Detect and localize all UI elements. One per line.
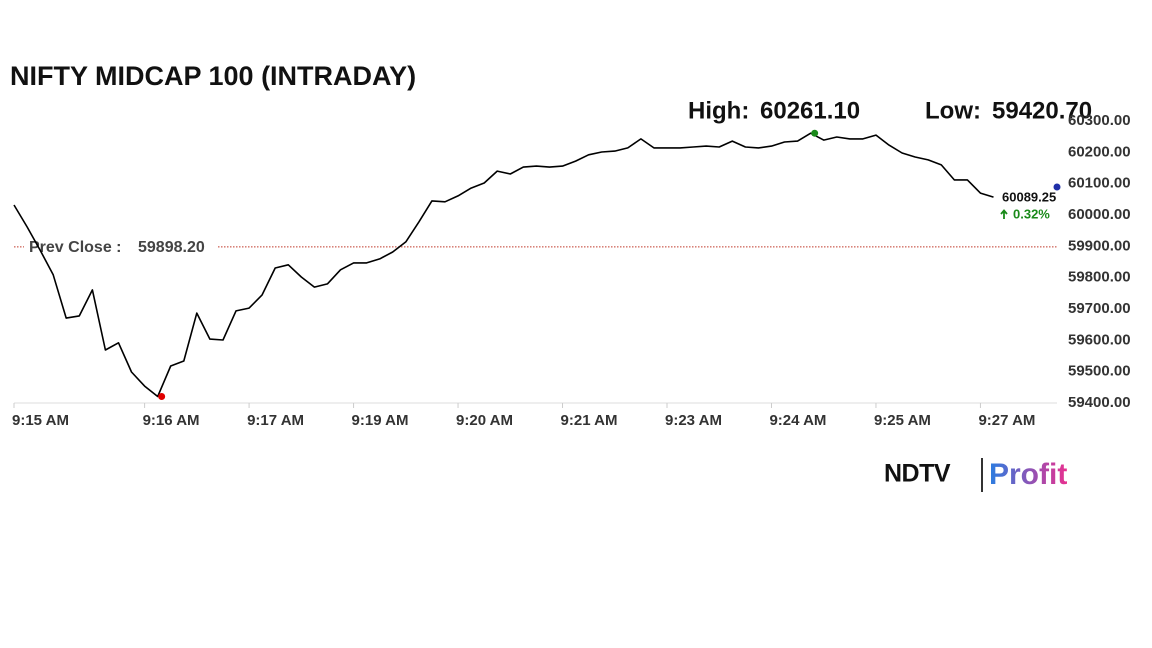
x-tick-label: 9:20 AM [456, 412, 513, 429]
x-tick-label: 9:23 AM [665, 412, 722, 429]
y-tick-label: 59500.00 [1068, 363, 1131, 380]
chart-title: NIFTY MIDCAP 100 (INTRADAY) [10, 61, 416, 91]
x-tick-label: 9:25 AM [874, 412, 931, 429]
last-change: 0.32% [1013, 206, 1050, 221]
logo-left: NDTV [884, 460, 951, 488]
high-marker [811, 129, 819, 137]
x-tick-label: 9:15 AM [12, 412, 69, 429]
x-tick-label: 9:27 AM [978, 412, 1035, 429]
y-tick-label: 59600.00 [1068, 331, 1131, 348]
y-tick-label: 60000.00 [1068, 206, 1131, 223]
high-label: High: [688, 97, 749, 124]
x-tick-label: 9:19 AM [352, 412, 409, 429]
prev-close-label: Prev Close : [29, 239, 121, 256]
low-label: Low: [925, 97, 981, 124]
y-tick-label: 60100.00 [1068, 175, 1131, 192]
logo: NDTV Profit [884, 458, 1067, 492]
y-tick-label: 60300.00 [1068, 112, 1131, 129]
prev-close-label-bg [24, 236, 218, 257]
last-marker [1053, 183, 1061, 191]
x-tick-label: 9:17 AM [247, 412, 304, 429]
low-value: 59420.70 [992, 97, 1092, 124]
y-tick-label: 59400.00 [1068, 394, 1131, 411]
low-marker [158, 393, 166, 401]
prev-close-value: 59898.20 [138, 239, 205, 256]
last-value: 60089.25 [1002, 189, 1056, 204]
y-tick-label: 60200.00 [1068, 143, 1131, 160]
y-tick-label: 59900.00 [1068, 237, 1131, 254]
logo-right: Profit [989, 458, 1067, 491]
x-tick-label: 9:16 AM [143, 412, 200, 429]
x-tick-label: 9:24 AM [769, 412, 826, 429]
x-tick-label: 9:21 AM [561, 412, 618, 429]
y-tick-label: 59700.00 [1068, 300, 1131, 317]
high-value: 60261.10 [760, 97, 860, 124]
price-line [13, 132, 994, 398]
up-arrow [1000, 209, 1008, 219]
y-tick-label: 59800.00 [1068, 269, 1131, 286]
